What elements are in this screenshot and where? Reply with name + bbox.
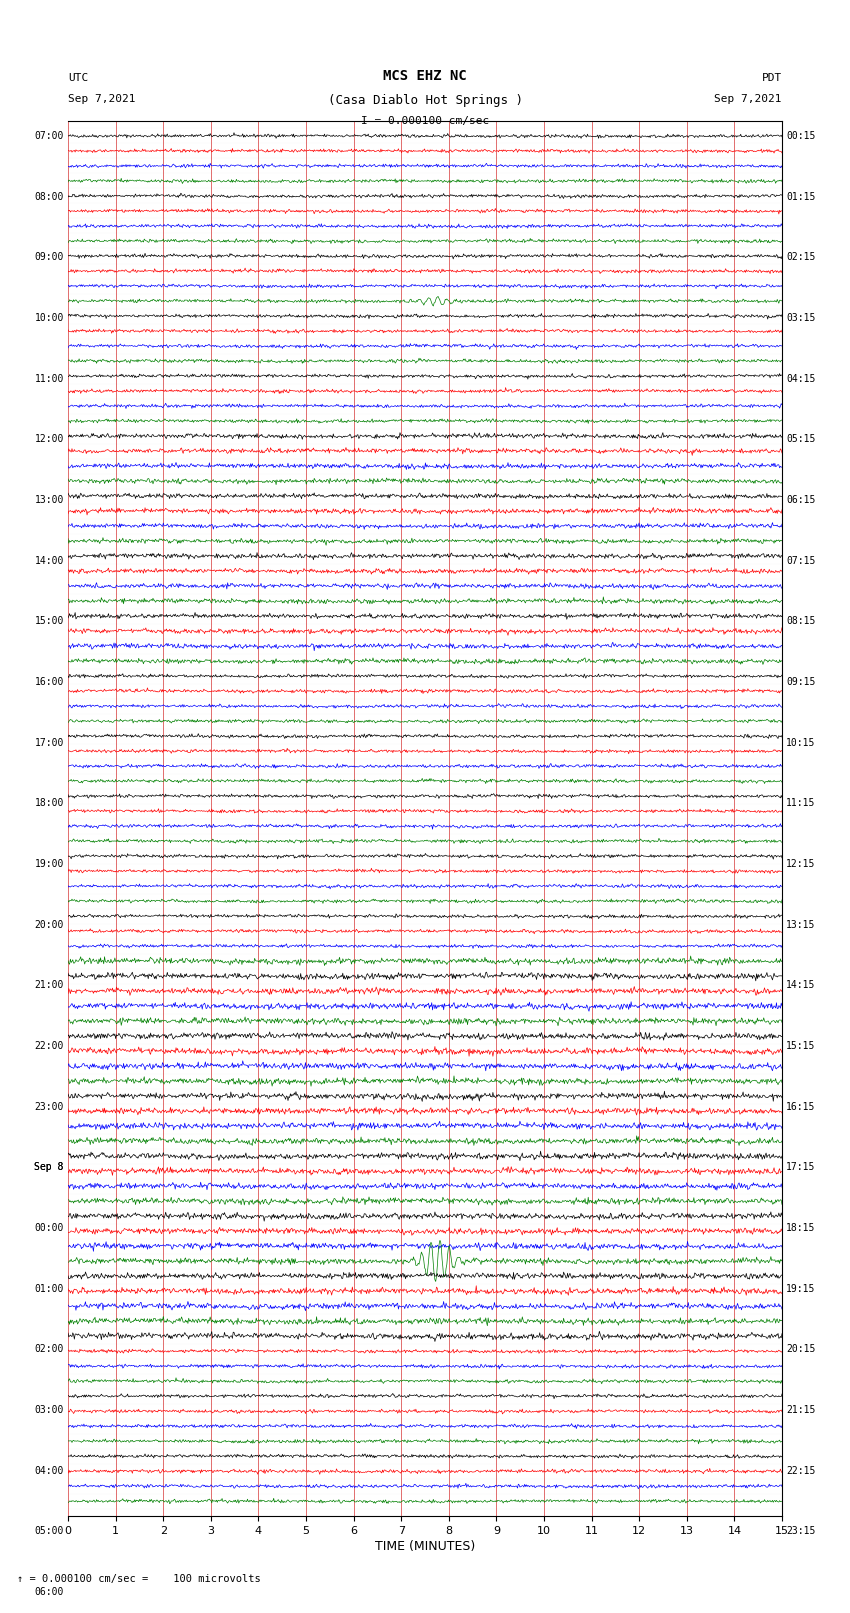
Text: Sep 7,2021: Sep 7,2021 <box>715 94 782 103</box>
Text: 18:00: 18:00 <box>34 798 64 808</box>
Text: 12:00: 12:00 <box>34 434 64 445</box>
Text: 01:00: 01:00 <box>34 1284 64 1294</box>
Text: PDT: PDT <box>762 73 782 82</box>
Text: 08:00: 08:00 <box>34 192 64 202</box>
Text: 16:15: 16:15 <box>786 1102 816 1111</box>
Text: 06:00: 06:00 <box>34 1587 64 1597</box>
Text: Sep 8: Sep 8 <box>34 1163 64 1173</box>
Text: MCS EHZ NC: MCS EHZ NC <box>383 69 467 84</box>
Text: 03:15: 03:15 <box>786 313 816 323</box>
Text: 22:00: 22:00 <box>34 1040 64 1052</box>
Text: (Casa Diablo Hot Springs ): (Casa Diablo Hot Springs ) <box>327 94 523 106</box>
Text: 02:00: 02:00 <box>34 1344 64 1355</box>
Text: Sep 7,2021: Sep 7,2021 <box>68 94 135 103</box>
Text: 15:15: 15:15 <box>786 1040 816 1052</box>
Text: UTC: UTC <box>68 73 88 82</box>
Text: 12:15: 12:15 <box>786 860 816 869</box>
Text: 16:00: 16:00 <box>34 677 64 687</box>
Text: 07:15: 07:15 <box>786 556 816 566</box>
Text: 11:15: 11:15 <box>786 798 816 808</box>
Text: 21:00: 21:00 <box>34 981 64 990</box>
Text: 04:00: 04:00 <box>34 1466 64 1476</box>
Text: 13:00: 13:00 <box>34 495 64 505</box>
Text: 08:15: 08:15 <box>786 616 816 626</box>
Text: 19:15: 19:15 <box>786 1284 816 1294</box>
Text: 19:00: 19:00 <box>34 860 64 869</box>
Text: 20:15: 20:15 <box>786 1344 816 1355</box>
Text: 02:15: 02:15 <box>786 253 816 263</box>
Text: 03:00: 03:00 <box>34 1405 64 1415</box>
Text: 15:00: 15:00 <box>34 616 64 626</box>
Text: 18:15: 18:15 <box>786 1223 816 1232</box>
Text: 11:00: 11:00 <box>34 374 64 384</box>
Text: 14:15: 14:15 <box>786 981 816 990</box>
Text: 10:15: 10:15 <box>786 737 816 748</box>
Text: Sep 8: Sep 8 <box>34 1163 64 1173</box>
Text: 00:00: 00:00 <box>34 1223 64 1232</box>
Text: ↑ = 0.000100 cm/sec =    100 microvolts: ↑ = 0.000100 cm/sec = 100 microvolts <box>17 1574 261 1584</box>
Text: 04:15: 04:15 <box>786 374 816 384</box>
Text: 05:15: 05:15 <box>786 434 816 445</box>
Text: 13:15: 13:15 <box>786 919 816 929</box>
Text: 06:15: 06:15 <box>786 495 816 505</box>
Text: 17:00: 17:00 <box>34 737 64 748</box>
Text: 07:00: 07:00 <box>34 131 64 142</box>
Text: 10:00: 10:00 <box>34 313 64 323</box>
Text: 01:15: 01:15 <box>786 192 816 202</box>
X-axis label: TIME (MINUTES): TIME (MINUTES) <box>375 1540 475 1553</box>
Text: 17:15: 17:15 <box>786 1163 816 1173</box>
Text: 14:00: 14:00 <box>34 556 64 566</box>
Text: 09:00: 09:00 <box>34 253 64 263</box>
Text: 21:15: 21:15 <box>786 1405 816 1415</box>
Text: 05:00: 05:00 <box>34 1526 64 1537</box>
Text: 00:15: 00:15 <box>786 131 816 142</box>
Text: 23:15: 23:15 <box>786 1526 816 1537</box>
Text: 09:15: 09:15 <box>786 677 816 687</box>
Text: I = 0.000100 cm/sec: I = 0.000100 cm/sec <box>361 116 489 126</box>
Text: 23:00: 23:00 <box>34 1102 64 1111</box>
Text: 20:00: 20:00 <box>34 919 64 929</box>
Text: 22:15: 22:15 <box>786 1466 816 1476</box>
